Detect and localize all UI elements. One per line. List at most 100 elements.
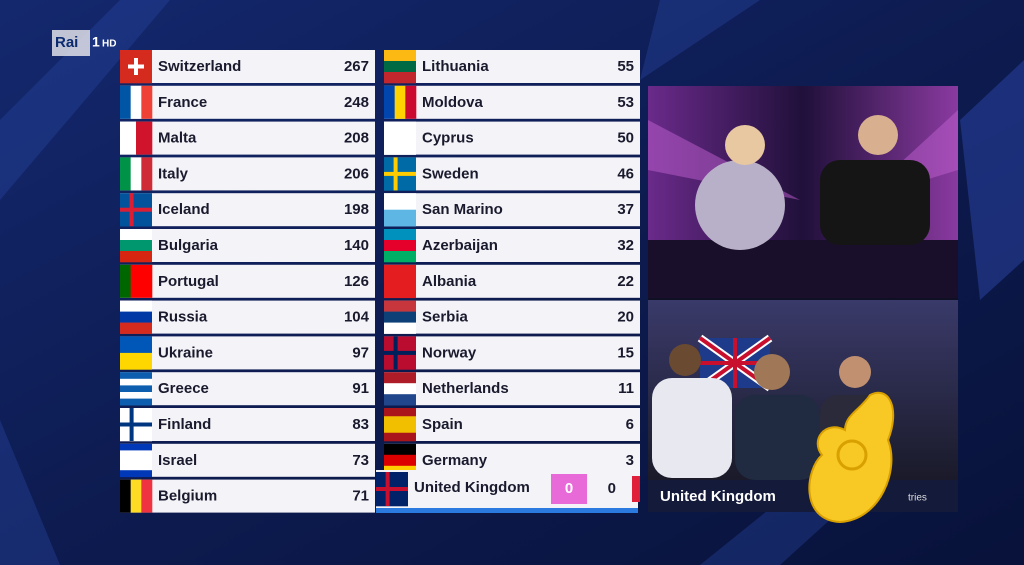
- flag-stripe: [120, 264, 131, 298]
- flag-stripe: [384, 300, 416, 312]
- flag-stripe: [384, 61, 416, 73]
- flag-stripe: [384, 72, 416, 84]
- crowd-person: [754, 354, 790, 390]
- flag-stripe: [384, 193, 416, 210]
- crowd-person: [735, 395, 820, 480]
- flag-stripe: [384, 50, 416, 62]
- country-score: 32: [617, 237, 634, 254]
- host-left-head: [725, 125, 765, 165]
- country-name: Norway: [422, 344, 477, 361]
- logo-number: 1: [92, 34, 100, 50]
- country-score: 6: [626, 416, 634, 433]
- country-score: 71: [352, 488, 369, 505]
- current-country-name: United Kingdom: [414, 479, 530, 496]
- flag-stripe: [130, 157, 142, 191]
- country-score: 37: [617, 201, 634, 218]
- flag-stripe: [120, 443, 152, 451]
- caption-bar: [648, 480, 958, 512]
- country-score: 126: [344, 273, 369, 290]
- country-score: 22: [617, 273, 634, 290]
- row-background: [120, 157, 375, 191]
- flag-cross: [384, 350, 416, 355]
- flag-stripe: [141, 157, 153, 191]
- row-background: [384, 336, 640, 370]
- country-score: 248: [344, 94, 369, 111]
- crowd-person: [839, 356, 871, 388]
- flag-stripe: [130, 85, 142, 119]
- country-score: 3: [626, 452, 634, 469]
- flag-stripe: [394, 85, 406, 119]
- row-background: [384, 408, 640, 441]
- logo-box: [52, 30, 90, 56]
- country-name: Israel: [158, 452, 197, 469]
- flag-stripe: [384, 383, 416, 395]
- row-background: [384, 157, 640, 191]
- flag-cross: [384, 171, 416, 176]
- flag-stripe: [120, 392, 152, 399]
- country-score: 11: [618, 380, 634, 397]
- video-subcaption: tries: [908, 493, 927, 504]
- flag-stripe: [120, 372, 152, 380]
- flag-stripe: [384, 240, 416, 252]
- country-name: Belgium: [158, 488, 217, 505]
- flag-stripe: [120, 352, 152, 370]
- hand-emoji: [808, 391, 895, 524]
- country-score: 140: [344, 237, 369, 254]
- row-background: [384, 121, 640, 155]
- flag-stripe: [120, 470, 152, 478]
- host-right-head: [858, 115, 898, 155]
- country-name: Italy: [158, 165, 189, 182]
- country-name: Bulgaria: [158, 237, 219, 254]
- country-name: Portugal: [158, 273, 219, 290]
- current-row-background: [376, 470, 638, 508]
- flag-stripe: [120, 85, 131, 119]
- country-score: 20: [617, 309, 634, 326]
- country-score: 53: [617, 94, 634, 111]
- flag-stripe: [120, 157, 131, 191]
- flag-stripe: [384, 264, 416, 299]
- row-background: [120, 300, 375, 334]
- flag-stripe: [384, 443, 416, 456]
- flag-stripe: [120, 463, 152, 471]
- flag-cross: [128, 64, 144, 69]
- crowd-person: [669, 344, 701, 376]
- row-background: [120, 479, 375, 513]
- row-background: [120, 336, 375, 370]
- country-name: Moldova: [422, 94, 483, 111]
- country-name: Serbia: [422, 309, 469, 326]
- flag-stripe: [384, 209, 416, 227]
- flag-stripe: [141, 264, 153, 298]
- flag-stripe: [384, 229, 416, 241]
- country-score: 91: [352, 380, 369, 397]
- flag-stripe: [120, 322, 152, 334]
- country-name: Switzerland: [158, 58, 241, 75]
- crowd-person: [652, 378, 732, 478]
- stage-desk: [648, 240, 958, 298]
- flag-stripe: [141, 479, 153, 513]
- flag-stripe: [384, 372, 416, 384]
- country-score: 15: [617, 344, 634, 361]
- country-name: Azerbaijan: [422, 237, 498, 254]
- country-name: Albania: [422, 273, 477, 290]
- flag-stripe: [120, 450, 152, 458]
- flag-stripe: [136, 121, 153, 155]
- flag-stripe: [384, 424, 416, 434]
- country-score: 73: [352, 452, 369, 469]
- logo-name: Rai: [55, 34, 78, 51]
- row-background: [120, 229, 375, 262]
- flag-stripe: [120, 398, 152, 406]
- row-background: [120, 443, 375, 477]
- flag-cross: [120, 207, 152, 212]
- jury-points: 0: [565, 480, 573, 497]
- row-background: [384, 50, 640, 83]
- flag-stripe: [384, 408, 416, 417]
- flag-stripe: [384, 454, 416, 467]
- flag-stripe: [120, 336, 152, 354]
- current-row-marker: [632, 476, 640, 502]
- country-score: 206: [344, 165, 369, 182]
- flag-stripe: [130, 479, 142, 513]
- country-name: Finland: [158, 416, 211, 433]
- video-caption: United Kingdom: [660, 488, 776, 505]
- country-score: 198: [344, 201, 369, 218]
